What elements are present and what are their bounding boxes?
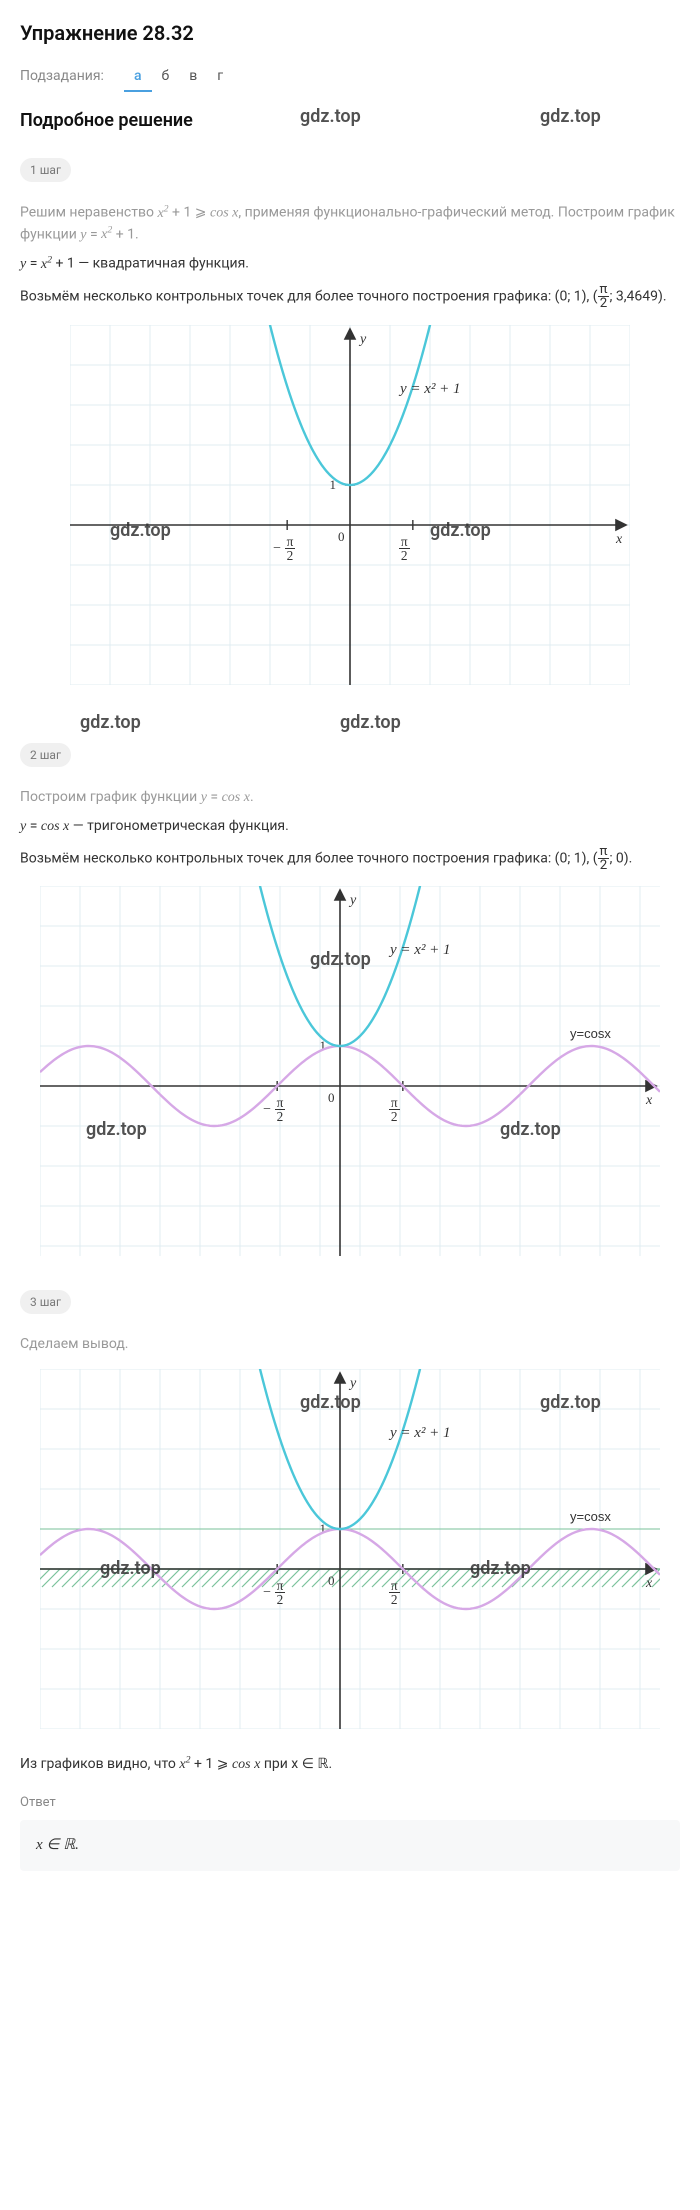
step-block: 3 шагСделаем вывод.xy01y = x² + 1y=cosx−… — [20, 1280, 680, 1729]
step-line: y = cos x — тригонометрическая функция. — [20, 816, 680, 837]
xtick-label: π2 — [399, 535, 410, 563]
subtask-tab-а[interactable]: а — [124, 62, 152, 92]
answer-box: x ∈ ℝ. — [20, 1820, 680, 1871]
svg-text:x: x — [645, 1576, 653, 1591]
step-intro: Сделаем вывод. — [20, 1334, 680, 1355]
chart: xy01y = x² + 1− π2π2gdz.topgdz.top — [20, 325, 680, 685]
step-block: 1 шаг Решим неравенство x2 + 1 ⩾ cos x, п… — [20, 148, 680, 685]
svg-text:y = x² + 1: y = x² + 1 — [388, 942, 451, 958]
subtask-tab-б[interactable]: б — [152, 62, 180, 90]
xtick-label: π2 — [389, 1579, 400, 1607]
step-line: y = x2 + 1 — квадратичная функция. — [20, 253, 680, 275]
svg-text:x: x — [615, 532, 623, 547]
step-intro: Построим график функции y = cos x. — [20, 787, 680, 808]
step-points: Возьмём несколько контрольных точек для … — [20, 845, 680, 873]
chart: xy01y = x² + 1y=cosx− π2π2gdz.topgdz.top… — [20, 1369, 680, 1729]
subtasks-row: Подзадания: абвг — [20, 66, 680, 87]
step-points: Возьмём несколько контрольных точек для … — [20, 283, 680, 311]
subtask-tab-г[interactable]: г — [207, 62, 233, 90]
svg-text:0: 0 — [328, 1573, 335, 1588]
svg-text:y=cosx: y=cosx — [570, 1509, 611, 1524]
svg-text:0: 0 — [338, 529, 345, 544]
exercise-title: Упражнение 28.32 — [20, 18, 680, 48]
xtick-label: − π2 — [273, 535, 295, 563]
svg-text:y = x² + 1: y = x² + 1 — [388, 1425, 451, 1441]
svg-text:y = x² + 1: y = x² + 1 — [398, 381, 461, 397]
watermark: gdz.top — [80, 709, 141, 736]
svg-text:y: y — [348, 893, 357, 908]
step-badge: 3 шаг — [20, 1290, 71, 1314]
step-badge: 1 шаг — [20, 158, 71, 182]
step-block: 2 шаг Построим график функции y = cos x. y… — [20, 733, 680, 1257]
svg-text:y=cosx: y=cosx — [570, 1026, 611, 1041]
watermark: gdz.top — [340, 709, 401, 736]
xtick-label: − π2 — [263, 1096, 285, 1124]
svg-text:y: y — [358, 332, 367, 347]
svg-text:y: y — [348, 1376, 357, 1391]
subtask-tab-в[interactable]: в — [179, 62, 207, 90]
svg-text:0: 0 — [328, 1090, 335, 1105]
xtick-label: − π2 — [263, 1579, 285, 1607]
step-intro: Решим неравенство x2 + 1 ⩾ cos x, примен… — [20, 202, 680, 245]
answer-label: Ответ — [20, 1793, 680, 1813]
conclusion-text: Из графиков видно, что x2 + 1 ⩾ cos x пр… — [20, 1753, 680, 1775]
step-badge: 2 шаг — [20, 743, 71, 767]
subtasks-label: Подзадания: — [20, 66, 104, 87]
section-heading: Подробное решение — [20, 107, 680, 134]
svg-text:x: x — [645, 1093, 653, 1108]
xtick-label: π2 — [389, 1096, 400, 1124]
chart: xy01y = x² + 1y=cosx− π2π2gdz.topgdz.top… — [20, 886, 680, 1256]
